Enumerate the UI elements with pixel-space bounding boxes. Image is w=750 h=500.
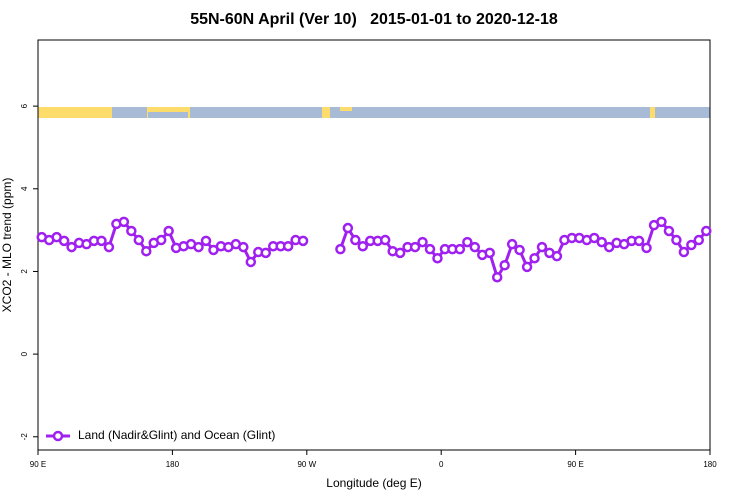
y-axis-label: XCO2 - MLO trend (ppm): [0, 178, 14, 313]
data-point: [58, 235, 70, 247]
data-point: [686, 239, 697, 251]
data-point: [409, 241, 421, 253]
data-point: [454, 243, 466, 255]
data-point: [155, 234, 167, 246]
data-point: [693, 234, 705, 246]
legend-label: Land (Nadir&Glint) and Ocean (Glint): [78, 428, 275, 442]
data-point: [589, 232, 600, 244]
x-tick-label: 0: [439, 460, 444, 469]
data-point: [163, 225, 174, 237]
data-point: [350, 234, 361, 246]
data-point: [424, 243, 436, 255]
data-point: [641, 242, 652, 254]
data-point: [96, 235, 107, 247]
y-tick-label: 2: [20, 269, 29, 274]
data-point: [126, 225, 137, 237]
data-point: [342, 222, 354, 234]
data-point: [200, 235, 212, 247]
data-point: [417, 236, 428, 248]
x-tick-label: 90 E: [30, 460, 46, 469]
data-point: [603, 241, 615, 253]
x-axis-label: Longitude (deg E): [326, 476, 421, 490]
data-point: [656, 216, 667, 228]
data-point: [514, 244, 525, 256]
data-point: [701, 225, 712, 237]
data-point: [297, 235, 309, 247]
data-point: [193, 241, 204, 253]
x-tick-label: 90 E: [567, 460, 583, 469]
data-point: [432, 252, 443, 264]
data-point: [529, 252, 540, 264]
data-point: [499, 260, 510, 271]
y-tick-label: 6: [20, 103, 29, 108]
data-point: [238, 241, 249, 253]
data-point: [66, 241, 77, 253]
data-point: [394, 247, 406, 259]
data-point: [671, 234, 682, 246]
legend-marker: [52, 430, 64, 442]
data-point: [141, 245, 152, 257]
data-point: [357, 240, 369, 252]
data-point: [335, 243, 346, 255]
data-point: [551, 250, 563, 262]
y-tick-label: -2: [20, 433, 29, 441]
data-point: [469, 241, 481, 253]
data-point: [633, 235, 645, 247]
data-point: [484, 247, 495, 259]
data-point: [678, 246, 690, 258]
data-point: [491, 271, 503, 283]
data-point: [506, 238, 518, 250]
plot-frame: [37, 39, 711, 451]
data-point: [536, 241, 548, 253]
data-point: [282, 240, 294, 252]
data-point: [260, 247, 271, 259]
data-point: [596, 236, 607, 248]
data-point: [379, 234, 391, 246]
data-point: [521, 261, 533, 273]
map-strip: [38, 107, 710, 118]
x-tick-label: 90 W: [297, 460, 316, 469]
data-point: [245, 256, 257, 268]
x-tick-label: 180: [703, 460, 717, 469]
x-tick-label: 180: [166, 460, 180, 469]
data-point: [663, 225, 675, 237]
data-point: [133, 234, 145, 246]
y-tick-label: 4: [20, 186, 29, 191]
chart-title: 55N-60N April (Ver 10) 2015-01-01 to 202…: [190, 11, 558, 28]
y-tick-label: 0: [20, 351, 29, 356]
data-point: [118, 216, 130, 228]
data-point: [103, 241, 115, 253]
data-point: [462, 236, 473, 248]
